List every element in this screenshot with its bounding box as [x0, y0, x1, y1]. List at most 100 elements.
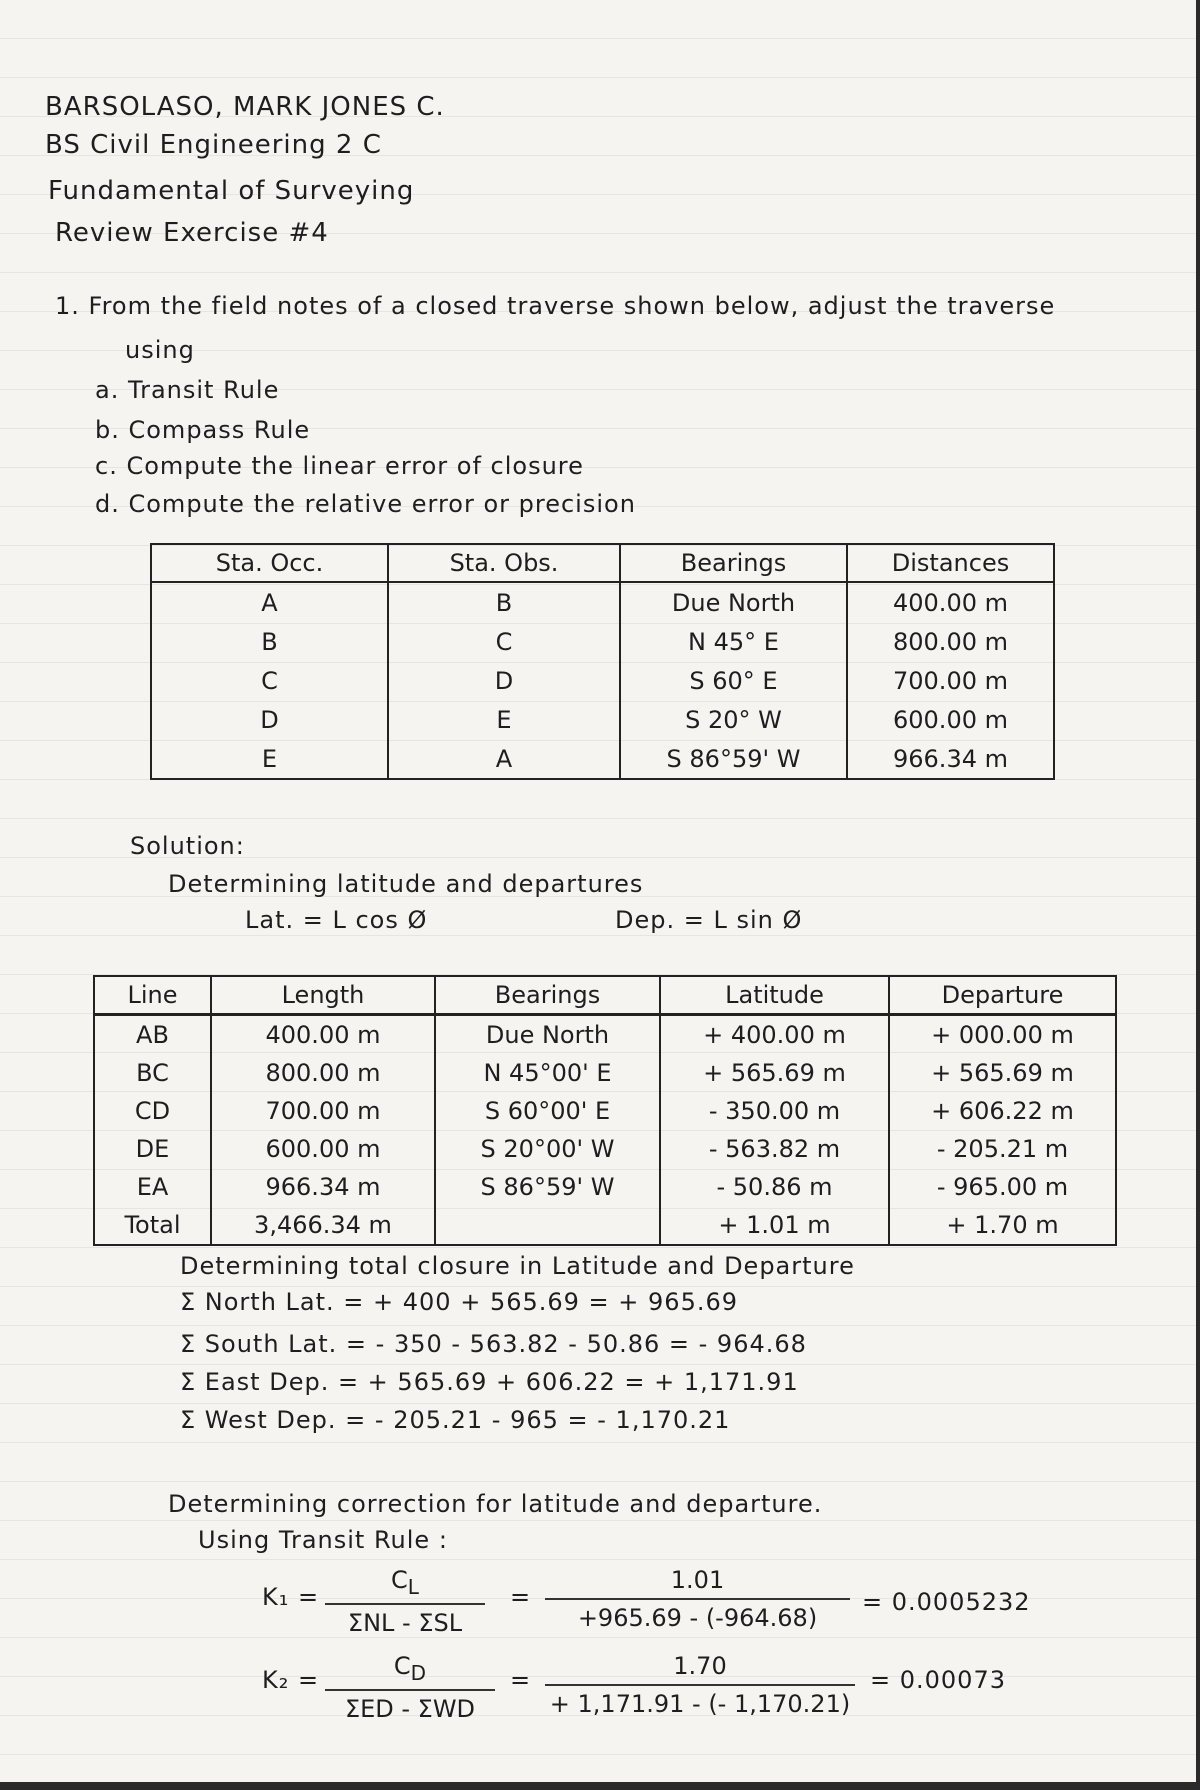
- problem-statement-cont: using: [125, 336, 195, 364]
- k1-result: = 0.0005232: [862, 1588, 1031, 1616]
- departure-formula: Dep. = L sin Ø: [615, 906, 803, 934]
- correction-title: Determining correction for latitude and …: [168, 1490, 823, 1518]
- cell: EA: [136, 1173, 169, 1201]
- column-header: Line: [94, 976, 211, 1016]
- problem-statement: 1. From the field notes of a closed trav…: [55, 292, 1056, 320]
- k1-value-denominator: +965.69 - (-964.68): [577, 1604, 818, 1632]
- cell: S 60°00' E: [434, 1092, 660, 1130]
- closure-line: Σ North Lat. = + 400 + 565.69 = + 965.69: [180, 1288, 739, 1316]
- cell: - 350.00 m: [659, 1092, 889, 1130]
- cell: Total: [124, 1211, 181, 1239]
- course: BS Civil Engineering 2 C: [45, 130, 382, 160]
- student-name: BARSOLASO, MARK JONES C.: [45, 92, 445, 122]
- field-notes-table: Sta. Occ. Sta. Obs. Bearings Distances A…: [150, 543, 1055, 780]
- cell: C: [261, 666, 278, 695]
- cell: - 50.86 m: [659, 1168, 889, 1206]
- cell: AB: [136, 1021, 169, 1049]
- cell: S 20° W: [619, 700, 847, 739]
- exercise-title: Review Exercise #4: [55, 218, 329, 248]
- cell: - 563.82 m: [659, 1130, 889, 1168]
- correction-method: Using Transit Rule :: [198, 1526, 448, 1554]
- cell: E: [261, 744, 278, 773]
- cell: DE: [135, 1135, 170, 1163]
- table-row: AB 400.00 m Due North + 400.00 m + 000.00 m: [94, 1014, 1116, 1054]
- k1-formula: CL ΣNL - ΣSL: [325, 1566, 485, 1637]
- equals-sign: =: [510, 1666, 532, 1694]
- latitude-departure-table: Line Length Bearings Latitude Departure …: [93, 975, 1117, 1246]
- problem-item: d. Compute the relative error or precisi…: [95, 490, 636, 518]
- cell: 600.00 m: [846, 700, 1054, 739]
- cell: Due North: [434, 1014, 660, 1054]
- table-header-row: Sta. Occ. Sta. Obs. Bearings Distances: [151, 544, 1054, 583]
- k1-label: K₁ =: [262, 1583, 320, 1611]
- solution-label: Solution:: [130, 832, 245, 860]
- latitude-formula: Lat. = L cos Ø: [245, 906, 428, 934]
- cell: + 565.69 m: [659, 1054, 889, 1092]
- closure-line: Σ West Dep. = - 205.21 - 965 = - 1,170.2…: [180, 1406, 731, 1434]
- column-header: Length: [210, 976, 435, 1016]
- equals-sign: =: [510, 1583, 532, 1611]
- problem-item: a. Transit Rule: [95, 376, 280, 404]
- k2-value-denominator: + 1,171.91 - (- 1,170.21): [549, 1690, 851, 1718]
- cell: 600.00 m: [210, 1130, 435, 1168]
- k2-value-numerator: 1.70: [545, 1652, 855, 1686]
- k1-denominator: ΣNL - ΣSL: [347, 1608, 463, 1637]
- cell: [434, 1206, 660, 1245]
- k2-values: 1.70 + 1,171.91 - (- 1,170.21): [545, 1652, 855, 1718]
- cell: N 45° E: [619, 622, 847, 661]
- k1-numerator: C: [391, 1566, 408, 1594]
- cell: 700.00 m: [846, 661, 1054, 700]
- cell: S 86°59' W: [619, 739, 847, 779]
- closure-line: Σ East Dep. = + 565.69 + 606.22 = + 1,17…: [180, 1368, 799, 1396]
- k2-formula: CD ΣED - ΣWD: [325, 1652, 495, 1723]
- cell: N 45°00' E: [434, 1054, 660, 1092]
- k2-denominator: ΣED - ΣWD: [344, 1694, 476, 1723]
- cell: + 400.00 m: [659, 1014, 889, 1054]
- closure-title: Determining total closure in Latitude an…: [180, 1252, 855, 1280]
- k2-result: = 0.00073: [870, 1666, 1006, 1694]
- cell: BC: [136, 1059, 169, 1087]
- cell: - 965.00 m: [888, 1168, 1116, 1206]
- subject: Fundamental of Surveying: [48, 176, 415, 206]
- cell: 800.00 m: [210, 1054, 435, 1092]
- cell: B: [261, 627, 278, 656]
- cell: 966.34 m: [210, 1168, 435, 1206]
- problem-item: c. Compute the linear error of closure: [95, 452, 584, 480]
- closure-line: Σ South Lat. = - 350 - 563.82 - 50.86 = …: [180, 1330, 807, 1358]
- problem-item: b. Compass Rule: [95, 416, 311, 444]
- cell: S 20°00' W: [434, 1130, 660, 1168]
- column-header: Sta. Occ.: [151, 544, 388, 583]
- cell: + 1.70 m: [888, 1206, 1116, 1245]
- cell: + 565.69 m: [888, 1054, 1116, 1092]
- cell: 400.00 m: [210, 1014, 435, 1054]
- cell: C: [387, 622, 620, 661]
- table-row: A B Due North 400.00 m: [151, 582, 1054, 622]
- cell: A: [261, 588, 278, 617]
- cell: D: [260, 705, 279, 734]
- cell: 400.00 m: [846, 582, 1054, 622]
- cell: 3,466.34 m: [210, 1206, 435, 1245]
- k1-numerator-sub: L: [407, 1574, 419, 1599]
- cell: - 205.21 m: [888, 1130, 1116, 1168]
- k1-values: 1.01 +965.69 - (-964.68): [545, 1566, 850, 1632]
- cell: Due North: [619, 582, 847, 622]
- k1-value-numerator: 1.01: [545, 1566, 850, 1600]
- cell: + 606.22 m: [888, 1092, 1116, 1130]
- total-row: Total 3,466.34 m + 1.01 m + 1.70 m: [94, 1206, 1116, 1245]
- k2-label: K₂ =: [262, 1666, 320, 1694]
- cell: CD: [134, 1097, 171, 1125]
- cell: A: [387, 739, 620, 779]
- column-header: Latitude: [659, 976, 889, 1016]
- cell: D: [387, 661, 620, 700]
- solution-subtitle: Determining latitude and departures: [168, 870, 644, 898]
- cell: 966.34 m: [846, 739, 1054, 779]
